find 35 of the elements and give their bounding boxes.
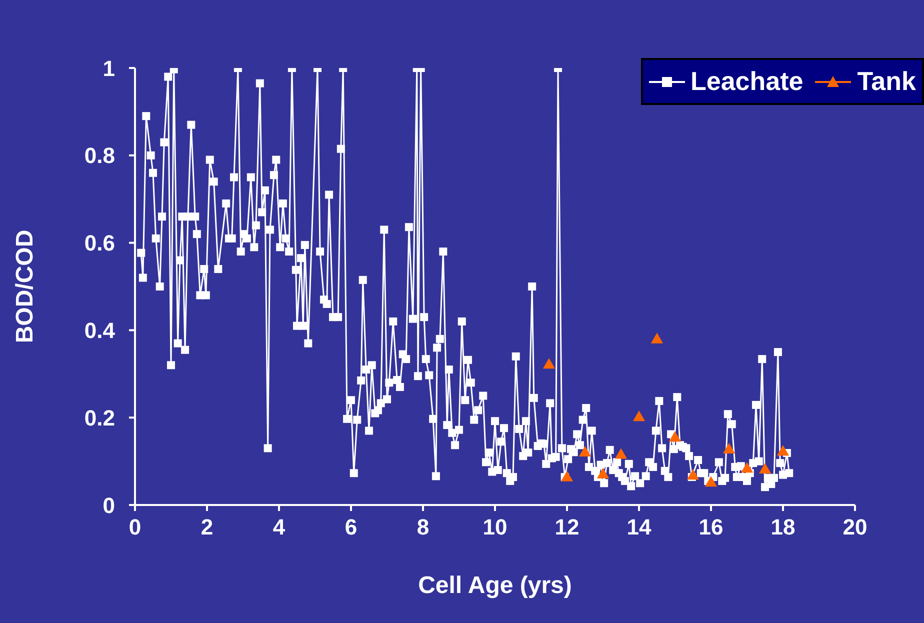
point xyxy=(686,469,700,480)
x-tick-label: 2 xyxy=(200,514,214,540)
y-tick-label: 0.8 xyxy=(84,143,115,168)
y-tick-label: 0.2 xyxy=(84,405,115,430)
point xyxy=(614,448,628,459)
x-tick-label: 10 xyxy=(482,514,508,540)
point xyxy=(578,446,592,457)
point xyxy=(596,468,610,478)
point xyxy=(776,445,790,456)
x-tick-label: 0 xyxy=(128,514,142,540)
x-tick-label: 8 xyxy=(416,514,430,540)
point xyxy=(740,462,754,473)
point xyxy=(650,332,664,344)
point xyxy=(668,431,682,442)
point xyxy=(632,410,646,422)
x-tick-label: 18 xyxy=(770,514,796,540)
point xyxy=(704,476,718,487)
y-axis-title: BOD/COD xyxy=(12,230,39,344)
x-tick-label: 16 xyxy=(698,514,724,540)
legend-label: Tank xyxy=(857,66,916,97)
point xyxy=(542,358,556,369)
x-tick-label: 12 xyxy=(554,514,580,540)
point xyxy=(758,463,772,474)
x-tick-label: 20 xyxy=(842,514,868,540)
point xyxy=(560,470,574,482)
y-tick-label: 0 xyxy=(102,492,115,518)
x-tick-label: 14 xyxy=(626,514,652,540)
y-tick-label: 1 xyxy=(102,56,115,81)
y-tick-label: 0.4 xyxy=(84,318,116,344)
point xyxy=(722,442,736,454)
x-tick-label: 4 xyxy=(272,514,286,540)
x-tick-label: 6 xyxy=(344,514,358,540)
x-axis-title: Cell Age (yrs) xyxy=(418,572,572,599)
legend-label: Leachate xyxy=(690,66,804,97)
y-tick-label: 0.6 xyxy=(84,230,115,256)
